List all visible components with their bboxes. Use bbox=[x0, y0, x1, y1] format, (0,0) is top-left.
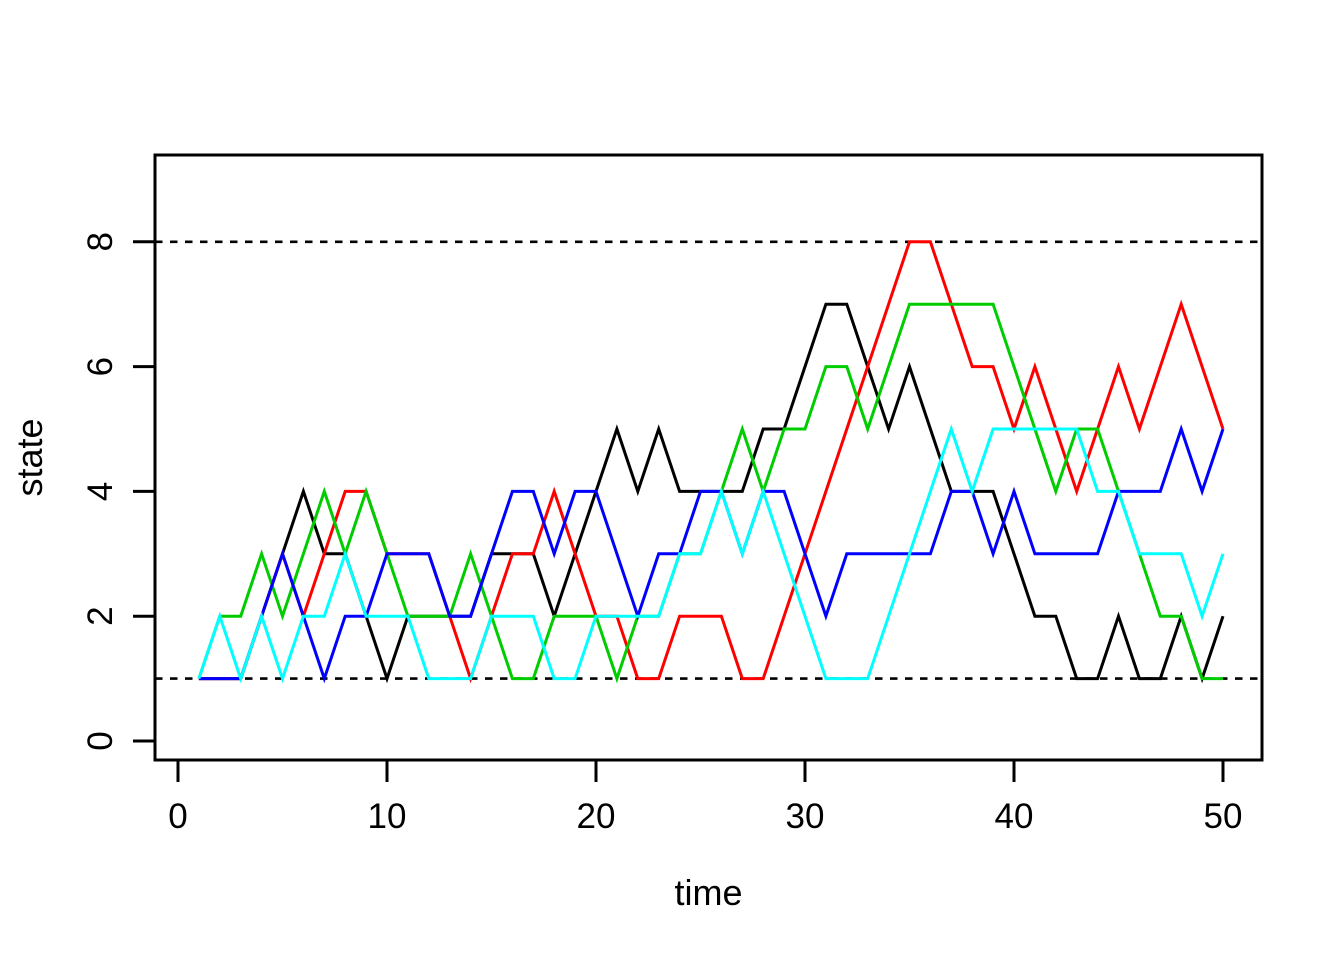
y-tick-label-2: 2 bbox=[81, 606, 120, 625]
series-chain-5-line bbox=[197, 424, 1225, 684]
y-axis-title: state bbox=[9, 418, 50, 496]
series-chain-2-line bbox=[198, 240, 1225, 684]
y-tick-label-8: 8 bbox=[81, 232, 120, 251]
x-tick-label-10: 10 bbox=[368, 797, 407, 836]
x-tick-label-50: 50 bbox=[1204, 797, 1243, 836]
x-axis-title: time bbox=[674, 872, 742, 913]
y-tick-label-4: 4 bbox=[81, 482, 120, 501]
y-tick-label-0: 0 bbox=[81, 731, 120, 750]
plot-box bbox=[153, 153, 1264, 762]
x-tick-label-40: 40 bbox=[995, 797, 1034, 836]
y-tick-label-6: 6 bbox=[81, 357, 120, 376]
x-tick-label-30: 30 bbox=[786, 797, 825, 836]
x-tick-label-20: 20 bbox=[577, 797, 616, 836]
x-tick-label-0: 0 bbox=[168, 797, 187, 836]
series-chain-4-line bbox=[198, 424, 1225, 684]
